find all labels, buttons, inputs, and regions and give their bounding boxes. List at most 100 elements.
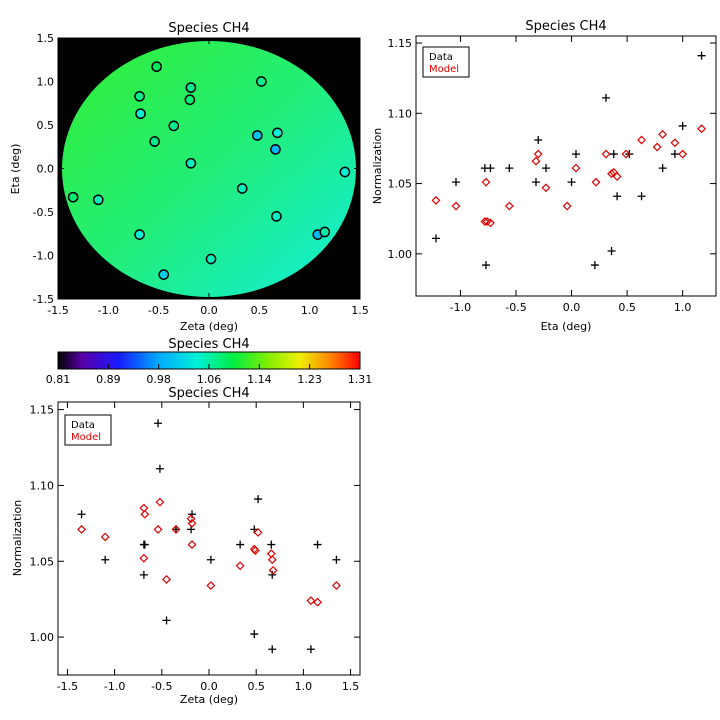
zeta-model-point — [187, 518, 197, 528]
map-point — [92, 194, 104, 206]
eta-model-point — [591, 177, 601, 187]
zeta-ytick-label: 1.10 — [30, 479, 55, 492]
map-axes: -1.5 -1.0 -0.5 0.0 0.5 1.0 1.5 -1.5 -1.0 -0.5 0.0 0… — [33, 32, 369, 317]
zeta-points — [77, 419, 341, 654]
zeta-model-point — [100, 532, 110, 542]
zeta-title: Species CH4 — [168, 386, 249, 401]
eta-ytick-label: 1.10 — [388, 107, 413, 120]
zeta-legend-box — [64, 414, 112, 446]
zeta-frame — [57, 401, 361, 676]
zeta-model-point — [268, 565, 278, 575]
zeta-xtick-label: 1.5 — [342, 680, 360, 693]
eta-data-point — [637, 192, 646, 201]
map-ytick-label: -1.5 — [33, 293, 54, 306]
eta-legend: Data Model — [422, 46, 470, 78]
eta-model-point — [533, 149, 543, 159]
map-point — [339, 166, 351, 178]
zeta-data-point — [250, 630, 259, 639]
zeta-model-point — [235, 561, 245, 571]
zeta-ytick-label: 1.00 — [30, 631, 55, 644]
colorbar-tick-label: 0.81 — [46, 373, 71, 386]
colorbar-ticks: 0.81 0.89 0.98 1.06 1.14 1.23 1.31 — [46, 364, 373, 386]
eta-model-point — [607, 169, 617, 179]
colorbar-tick-label: 1.23 — [297, 373, 322, 386]
map-panel: Species CH4 -1.5 -1.0 -0.5 0.0 0.5 1.0 1.5-1.5… — [9, 21, 369, 333]
zeta-model-point — [155, 497, 165, 507]
map-point — [151, 61, 163, 73]
map-xlabel: Zeta (deg) — [180, 320, 238, 333]
map-ytick-label: -1.0 — [33, 250, 54, 263]
eta-model-point — [541, 183, 551, 193]
zeta-xtick-label: -1.5 — [57, 680, 78, 693]
zeta-data-point — [139, 570, 148, 579]
eta-xtick-label: -1.0 — [450, 301, 471, 314]
eta-model-point — [504, 201, 514, 211]
eta-axes: -1.0 -0.5 0.0 0.5 1.0 1.00 1.05 1.10 1.15 — [388, 36, 716, 314]
eta-xlabel: Eta (deg) — [541, 320, 592, 333]
zeta-xlabel: Zeta (deg) — [180, 693, 238, 706]
zeta-data-point — [140, 540, 149, 549]
eta-data-point — [678, 121, 687, 130]
map-ylabel: Eta (deg) — [9, 144, 22, 195]
map-ytick-label: 0.5 — [37, 119, 55, 132]
map-point — [168, 120, 180, 132]
zeta-model-point — [267, 555, 277, 565]
eta-ytick-label: 1.00 — [388, 248, 413, 261]
eta-xtick-label: 0.0 — [563, 301, 581, 314]
map-xtick-label: -0.5 — [148, 304, 169, 317]
map-ytick-label: 1.0 — [37, 76, 55, 89]
eta-model-point — [678, 149, 688, 159]
eta-data-point — [609, 150, 618, 159]
eta-data-point — [670, 150, 679, 159]
eta-data-point — [697, 51, 706, 60]
map-xtick-label: -1.5 — [47, 304, 68, 317]
zeta-data-point — [171, 525, 180, 534]
zeta-data-point — [254, 495, 263, 504]
zeta-data-point — [162, 616, 171, 625]
eta-data-point — [482, 261, 490, 270]
zeta-model-point — [139, 553, 149, 563]
eta-model-point — [601, 149, 611, 159]
map-point — [272, 127, 283, 139]
zeta-model-point — [187, 540, 197, 550]
map-xtick-label: 1.0 — [301, 304, 319, 317]
zeta-data-point — [236, 540, 245, 549]
eta-data-point — [534, 136, 543, 144]
zeta-model-point — [77, 524, 87, 534]
eta-data-point — [505, 164, 514, 173]
map-point — [149, 136, 160, 147]
map-point — [134, 90, 145, 102]
eta-legend-data: Data — [429, 52, 453, 63]
zeta-legend-model: Model — [71, 432, 101, 443]
zeta-data-point — [206, 555, 215, 564]
map-point — [251, 130, 263, 141]
map-point — [185, 82, 197, 93]
eta-title: Species CH4 — [525, 19, 606, 34]
eta-legend-box — [422, 46, 470, 78]
eta-legend-model: Model — [429, 64, 459, 75]
eta-model-point — [531, 156, 541, 166]
map-xtick-label: -1.0 — [98, 304, 119, 317]
zeta-model-point — [162, 575, 171, 584]
zeta-data-point — [101, 555, 110, 564]
eta-ylabel: Normalization — [371, 128, 384, 204]
zeta-axes: -1.5 -1.0 -0.5 0.0 0.5 1.0 1.5 1.00 1.05 1.10 1.15 — [30, 402, 360, 693]
map-ytick-label: 0.0 — [37, 163, 55, 176]
zeta-xtick-label: 0.0 — [200, 680, 218, 693]
eta-data-point — [602, 93, 610, 102]
zeta-data-point — [332, 555, 341, 564]
colorbar-tick-label: 1.14 — [247, 373, 272, 386]
map-point — [184, 94, 196, 106]
eta-data-point — [567, 178, 576, 187]
zeta-model-point — [250, 546, 260, 556]
zeta-xtick-label: 0.5 — [247, 680, 265, 693]
eta-points — [431, 51, 707, 270]
eta-model-point — [431, 195, 441, 205]
map-points — [67, 61, 351, 280]
eta-data-point — [542, 164, 550, 173]
eta-model-point — [451, 201, 461, 211]
eta-data-point — [607, 247, 616, 256]
colorbar-tick-label: 1.31 — [348, 373, 373, 386]
map-ytick-label: -0.5 — [33, 206, 54, 219]
